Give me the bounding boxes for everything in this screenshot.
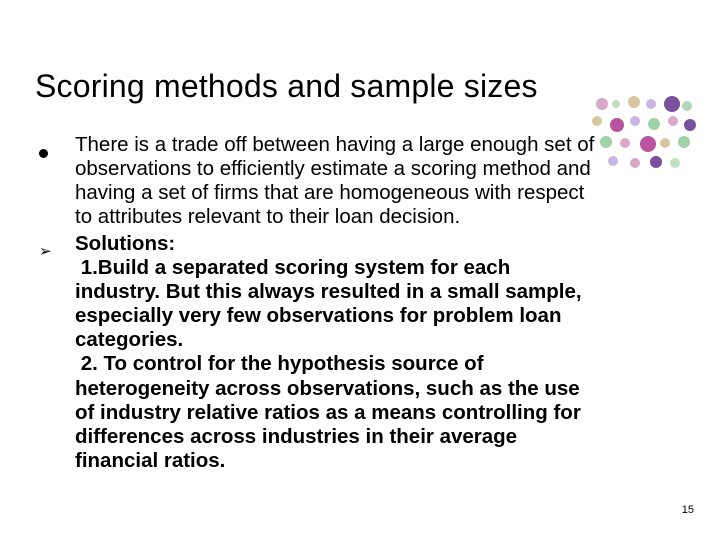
decor-dot-icon: [630, 116, 640, 126]
text-line: heterogeneity across observations, such …: [75, 377, 685, 401]
text-line: categories.: [75, 328, 685, 352]
slide-body: There is a trade off between having a la…: [35, 133, 685, 474]
decor-dot-icon: [668, 116, 678, 126]
text-line: There is a trade off between having a la…: [75, 133, 685, 157]
decor-dot-icon: [610, 118, 624, 132]
text-line: financial ratios.: [75, 449, 685, 473]
text-line: especially very few observations for pro…: [75, 304, 685, 328]
list-item-text: Solutions: 1.Build a separated scoring s…: [75, 232, 685, 474]
decor-dot-icon: [592, 116, 602, 126]
page-number: 15: [682, 504, 694, 516]
decor-dot-icon: [684, 119, 696, 131]
text-line: of industry relative ratios as a means c…: [75, 401, 685, 425]
text-line: to attributes relevant to their loan dec…: [75, 205, 685, 229]
list-item: ➢Solutions: 1.Build a separated scoring …: [35, 232, 685, 474]
decor-dot-icon: [648, 118, 660, 130]
bullet-dot-icon: [35, 133, 75, 230]
text-line: 2. To control for the hypothesis source …: [75, 352, 685, 376]
slide: Scoring methods and sample sizes There i…: [0, 0, 720, 540]
list-item-text: There is a trade off between having a la…: [75, 133, 685, 230]
text-line: Solutions:: [75, 232, 685, 256]
text-line: industry. But this always resulted in a …: [75, 280, 685, 304]
text-line: 1.Build a separated scoring system for e…: [75, 256, 685, 280]
text-line: observations to efficiently estimate a s…: [75, 157, 685, 181]
list-item: There is a trade off between having a la…: [35, 133, 685, 230]
slide-title: Scoring methods and sample sizes: [35, 68, 685, 105]
bullet-chevron-icon: ➢: [35, 232, 75, 474]
text-line: having a set of firms that are homogeneo…: [75, 181, 685, 205]
text-line: differences across industries in their a…: [75, 425, 685, 449]
